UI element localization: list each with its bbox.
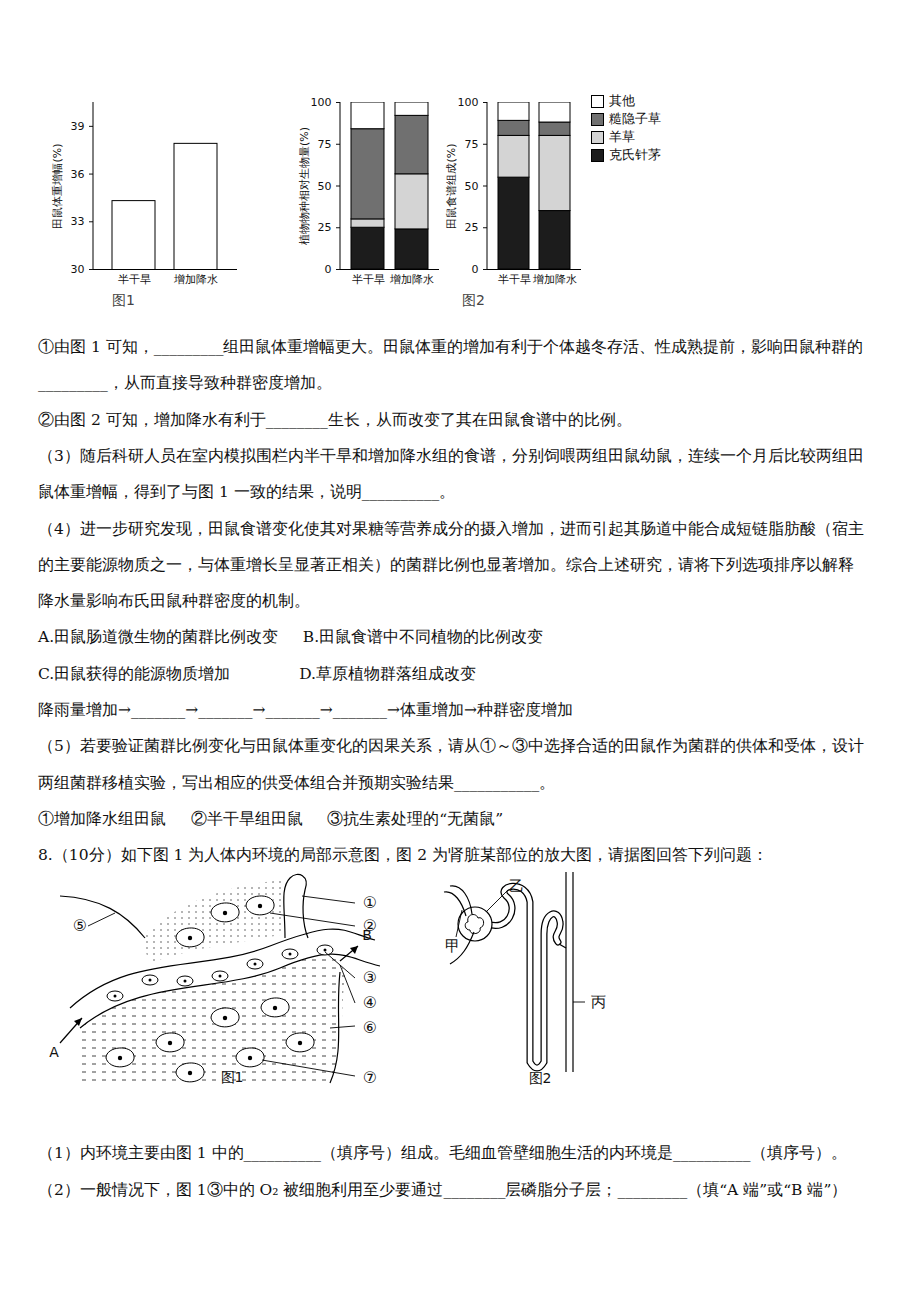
html-text:降水量影响布氏田鼠种群密度的机制。: 降水量影响布氏田鼠种群密度的机制。 [38, 592, 310, 611]
html-text:（2）一般情况下，图 1③中的 O₂ 被细胞利用至少要通过_: （2）一般情况下，图 1③中的 O₂ 被细胞利用至少要通过________层磷脂… [38, 1181, 848, 1199]
html-text:鼠体重增幅，得到了与图 1 一致的结果，说明________: 鼠体重增幅，得到了与图 1 一致的结果，说明__________。 [38, 483, 456, 502]
svg-text:半干旱: 半干旱 [352, 273, 385, 286]
svg-text:33: 33 [71, 215, 85, 228]
html-text:降雨量增加→_______→_______→_______→: 降雨量增加→_______→_______→_______→_______→体重… [38, 701, 573, 719]
svg-text:50: 50 [318, 180, 332, 193]
html-text:②由图 2 可知，增加降水有利于________生长，从而改: ②由图 2 可知，增加降水有利于________生长，从而改变了其在田鼠食谱中的… [38, 410, 632, 429]
html-text:（3）随后科研人员在室内模拟围栏内半干旱和增加降水组的食谱，: （3）随后科研人员在室内模拟围栏内半干旱和增加降水组的食谱，分别饲喂两组田鼠幼鼠… [38, 446, 864, 465]
html-text:图2: 图2 [462, 292, 485, 308]
svg-text:增加降水: 增加降水 [173, 273, 218, 286]
svg-text:增加降水: 增加降水 [389, 273, 434, 286]
html-text:①增加降水组田鼠 ②半干旱组田鼠 ③抗生素处理的“无菌鼠”: ①增加降水组田鼠 ②半干旱组田鼠 ③抗生素处理的“无菌鼠” [38, 809, 504, 828]
svg-text:②: ② [362, 915, 378, 935]
svg-text:田鼠体重增幅(%): 田鼠体重增幅(%) [51, 143, 64, 228]
svg-text:100: 100 [458, 96, 479, 109]
svg-text:③: ③ [363, 968, 377, 987]
svg-text:半干旱: 半干旱 [498, 273, 531, 286]
html-text:①由图 1 可知，_________组田鼠体重增幅更大。田鼠: ①由图 1 可知，_________组田鼠体重增幅更大。田鼠体重的增加有利于个体… [38, 338, 864, 356]
html-text:糙隐子草: 糙隐子草 [609, 111, 661, 126]
svg-text:⑥: ⑥ [363, 1018, 377, 1037]
svg-text:植物物种相对生物量(%): 植物物种相对生物量(%) [298, 127, 311, 245]
html-text:_________，从而直接导致种群密度增加。: _________，从而直接导致种群密度增加。 [38, 374, 332, 393]
svg-text:36: 36 [71, 168, 85, 181]
svg-text:39: 39 [71, 120, 85, 133]
svg-text:25: 25 [465, 221, 479, 234]
html-text:的主要能源物质之一，与体重增长呈显著正相关）的菌群比例也显著: 的主要能源物质之一，与体重增长呈显著正相关）的菌群比例也显著增加。综合上述研究，… [38, 555, 854, 574]
svg-text:75: 75 [465, 138, 479, 151]
html-text:其他: 其他 [609, 93, 635, 108]
html-text:（1）内环境主要由图 1 中的__________（填序号）: （1）内环境主要由图 1 中的__________（填序号）组成。毛细血管壁细胞… [38, 1144, 847, 1162]
svg-text:A: A [49, 1044, 59, 1060]
svg-text:100: 100 [311, 96, 332, 109]
svg-text:增加降水: 增加降水 [532, 273, 577, 286]
svg-text:75: 75 [318, 138, 332, 151]
svg-text:⑦: ⑦ [363, 1068, 377, 1087]
svg-text:30: 30 [71, 263, 85, 276]
html-text:两组菌群移植实验，写出相应的供受体组合并预期实验结果____: 两组菌群移植实验，写出相应的供受体组合并预期实验结果___________。 [38, 773, 556, 792]
html-text:羊草: 羊草 [609, 129, 635, 144]
svg-text:0: 0 [472, 263, 479, 276]
html-text:C.田鼠获得的能源物质增加 D.草原植物群落组成改变: C.田鼠获得的能源物质增加 D.草原植物群落组成改变 [38, 664, 476, 683]
svg-text:丙: 丙 [591, 993, 606, 1011]
html-text:A.田鼠肠道微生物的菌群比例改变 B.田鼠食谱中不同植物的比: A.田鼠肠道微生物的菌群比例改变 B.田鼠食谱中不同植物的比例改变 [38, 628, 544, 647]
svg-text:甲: 甲 [445, 937, 460, 955]
svg-text:⑤: ⑤ [73, 916, 87, 935]
html-text:（4）进一步研究发现，田鼠食谱变化使其对果糖等营养成分的摄入: （4）进一步研究发现，田鼠食谱变化使其对果糖等营养成分的摄入增加，进而引起其肠道… [38, 519, 864, 538]
svg-text:田鼠食谱组成(%): 田鼠食谱组成(%) [445, 143, 458, 228]
svg-text:半干旱: 半干旱 [118, 273, 151, 286]
html-text:克氏针茅: 克氏针茅 [609, 147, 661, 162]
svg-text:乙: 乙 [509, 877, 524, 895]
svg-text:图2: 图2 [529, 1070, 552, 1086]
svg-text:①: ① [363, 893, 377, 912]
svg-text:50: 50 [465, 180, 479, 193]
svg-text:④: ④ [363, 993, 377, 1012]
html-text:图1: 图1 [112, 292, 135, 308]
svg-text:25: 25 [318, 221, 332, 234]
svg-text:图1: 图1 [221, 1069, 244, 1085]
svg-text:B: B [362, 927, 372, 943]
svg-text:0: 0 [325, 263, 332, 276]
html-text:（5）若要验证菌群比例变化与田鼠体重变化的因果关系，请从①～: （5）若要验证菌群比例变化与田鼠体重变化的因果关系，请从①～③中选择合适的田鼠作… [38, 737, 864, 756]
html-text:8.（10分）如下图 1 为人体内环境的局部示意图，图 2: 8.（10分）如下图 1 为人体内环境的局部示意图，图 2 为肾脏某部位的放大图… [38, 846, 768, 865]
